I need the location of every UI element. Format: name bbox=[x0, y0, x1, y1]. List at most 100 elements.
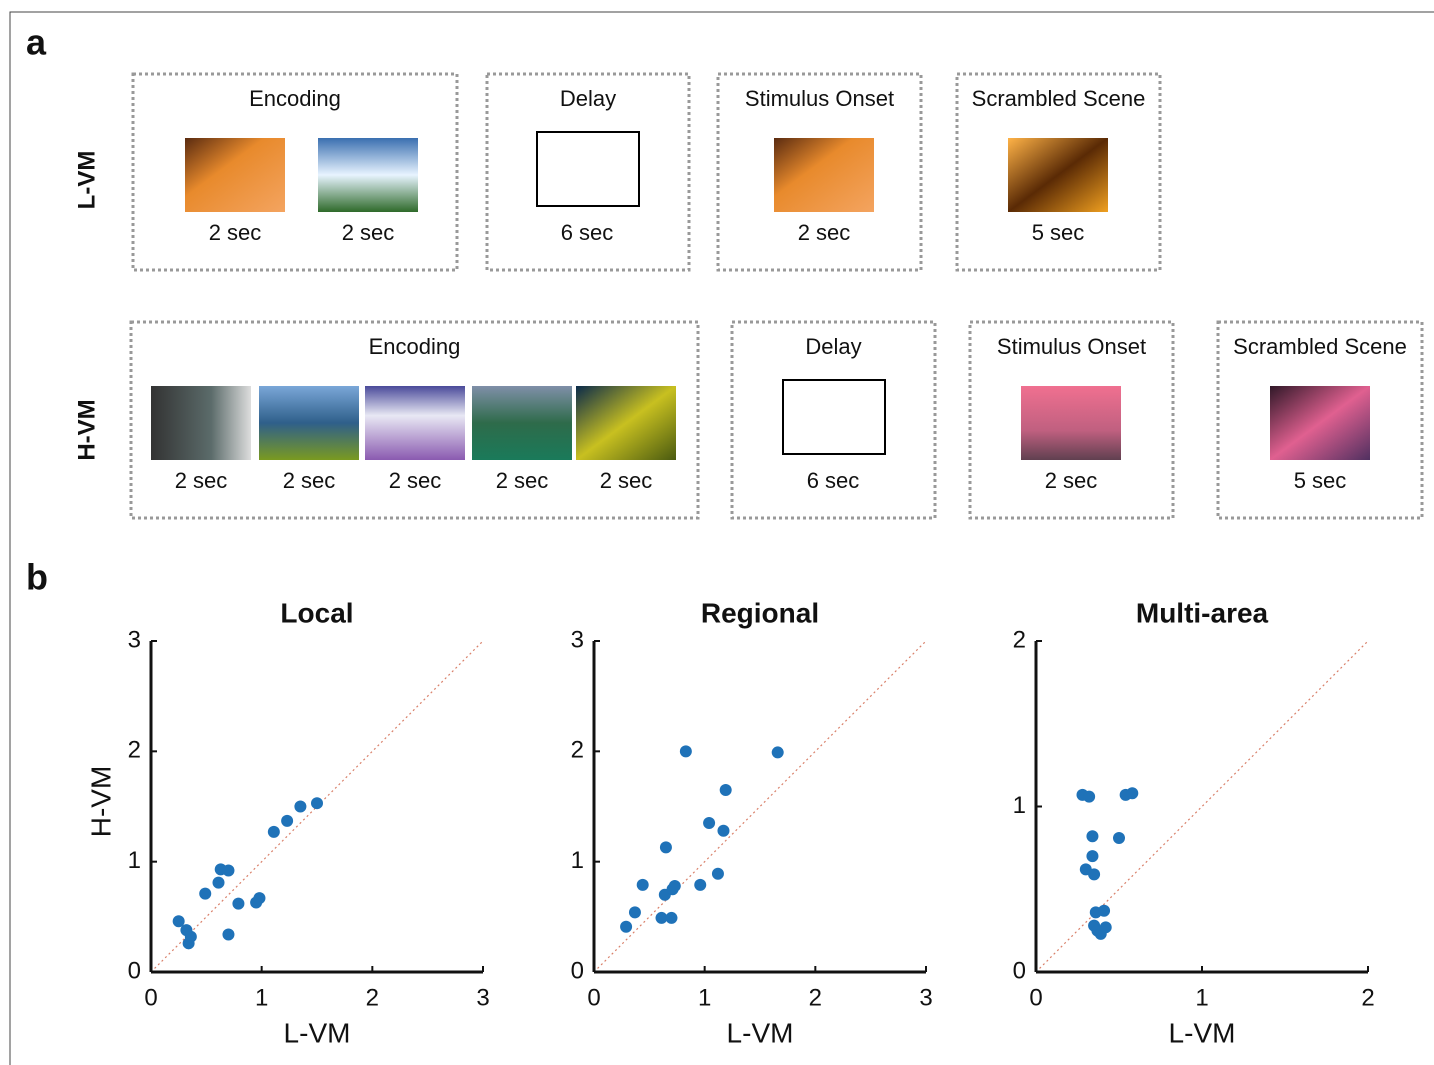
data-point bbox=[665, 911, 678, 924]
data-point bbox=[267, 825, 280, 838]
stimulus-image bbox=[1270, 386, 1370, 460]
data-point bbox=[694, 878, 707, 891]
data-point bbox=[281, 814, 294, 827]
duration: 2 sec bbox=[175, 468, 228, 493]
chart-title: Local bbox=[280, 597, 353, 628]
frame bbox=[9, 11, 1434, 1065]
stimulus-image bbox=[259, 386, 359, 460]
data-point bbox=[172, 915, 185, 928]
stimulus-image bbox=[365, 386, 465, 460]
y-tick-label: 2 bbox=[128, 737, 141, 764]
stimulus-image bbox=[185, 138, 285, 212]
blank-screen bbox=[782, 379, 886, 455]
row-label: L-VM bbox=[73, 151, 100, 210]
identity-line bbox=[593, 640, 927, 973]
phase-title: Scrambled Scene bbox=[972, 86, 1146, 111]
data-point bbox=[679, 745, 692, 758]
chart-title: Regional bbox=[701, 597, 819, 628]
phase-box bbox=[968, 320, 1175, 520]
data-point bbox=[1086, 830, 1099, 843]
x-tick-label: 0 bbox=[1029, 984, 1042, 1011]
stimulus-image bbox=[1021, 386, 1121, 460]
x-axis-label: L-VM bbox=[1169, 1017, 1236, 1048]
data-point bbox=[253, 892, 266, 905]
x-tick-label: 2 bbox=[366, 984, 379, 1011]
data-point bbox=[717, 824, 730, 837]
data-point bbox=[222, 864, 235, 877]
y-tick-label: 3 bbox=[128, 626, 141, 653]
x-axis-label: L-VM bbox=[727, 1017, 794, 1048]
x-tick-label: 1 bbox=[255, 984, 268, 1011]
phase-title: Delay bbox=[805, 334, 861, 359]
phase-title: Scrambled Scene bbox=[1233, 334, 1407, 359]
stimulus-image bbox=[151, 386, 251, 460]
y-tick-label: 0 bbox=[571, 957, 584, 984]
data-point bbox=[655, 911, 668, 924]
duration: 6 sec bbox=[807, 468, 860, 493]
x-tick-label: 0 bbox=[144, 984, 157, 1011]
y-tick-label: 0 bbox=[128, 957, 141, 984]
data-point bbox=[222, 928, 235, 941]
y-tick-label: 1 bbox=[571, 847, 584, 874]
data-point bbox=[1086, 850, 1099, 863]
duration: 5 sec bbox=[1294, 468, 1347, 493]
x-tick-label: 1 bbox=[698, 984, 711, 1011]
stimulus-image bbox=[774, 138, 874, 212]
data-point bbox=[668, 879, 681, 892]
data-point bbox=[636, 878, 649, 891]
phase-title: Stimulus Onset bbox=[997, 334, 1146, 359]
duration: 2 sec bbox=[798, 220, 851, 245]
x-tick-label: 2 bbox=[1361, 984, 1374, 1011]
phase-box bbox=[730, 320, 937, 520]
data-point bbox=[628, 906, 641, 919]
x-tick-label: 3 bbox=[476, 984, 489, 1011]
duration: 5 sec bbox=[1032, 220, 1085, 245]
y-axis-label: H-VM bbox=[85, 766, 116, 838]
identity-line bbox=[150, 640, 484, 973]
y-tick-label: 3 bbox=[571, 626, 584, 653]
duration: 2 sec bbox=[209, 220, 262, 245]
duration: 2 sec bbox=[1045, 468, 1098, 493]
phase-title: Delay bbox=[560, 86, 616, 111]
data-point bbox=[294, 800, 307, 813]
duration: 6 sec bbox=[561, 220, 614, 245]
data-point bbox=[719, 783, 732, 796]
data-point bbox=[1083, 790, 1096, 803]
x-tick-label: 0 bbox=[587, 984, 600, 1011]
x-tick-label: 1 bbox=[1195, 984, 1208, 1011]
stimulus-image bbox=[318, 138, 418, 212]
stimulus-image bbox=[576, 386, 676, 460]
phase-box bbox=[131, 72, 459, 272]
y-tick-label: 1 bbox=[128, 847, 141, 874]
phase-box bbox=[955, 72, 1162, 272]
panel-label: b bbox=[26, 557, 48, 598]
chart-title: Multi-area bbox=[1136, 597, 1269, 628]
duration: 2 sec bbox=[600, 468, 653, 493]
phase-title: Encoding bbox=[369, 334, 461, 359]
x-tick-label: 2 bbox=[809, 984, 822, 1011]
data-point bbox=[1098, 904, 1111, 917]
y-tick-label: 2 bbox=[1013, 626, 1026, 653]
data-point bbox=[232, 897, 245, 910]
stimulus-image bbox=[1008, 138, 1108, 212]
data-point bbox=[771, 746, 784, 759]
data-point bbox=[659, 841, 672, 854]
phase-title: Encoding bbox=[249, 86, 341, 111]
identity-line bbox=[1035, 640, 1369, 973]
phase-box bbox=[716, 72, 923, 272]
duration: 2 sec bbox=[283, 468, 336, 493]
data-point bbox=[711, 867, 724, 880]
data-point bbox=[212, 876, 225, 889]
data-point bbox=[1113, 831, 1125, 844]
y-tick-label: 1 bbox=[1013, 792, 1026, 819]
panel-label: a bbox=[26, 22, 47, 63]
y-tick-label: 2 bbox=[571, 737, 584, 764]
x-tick-label: 3 bbox=[919, 984, 932, 1011]
phase-box bbox=[1216, 320, 1424, 520]
blank-screen bbox=[536, 131, 640, 207]
row-label: H-VM bbox=[73, 399, 100, 460]
data-point bbox=[1099, 921, 1112, 934]
x-axis-label: L-VM bbox=[284, 1017, 351, 1048]
duration: 2 sec bbox=[389, 468, 442, 493]
